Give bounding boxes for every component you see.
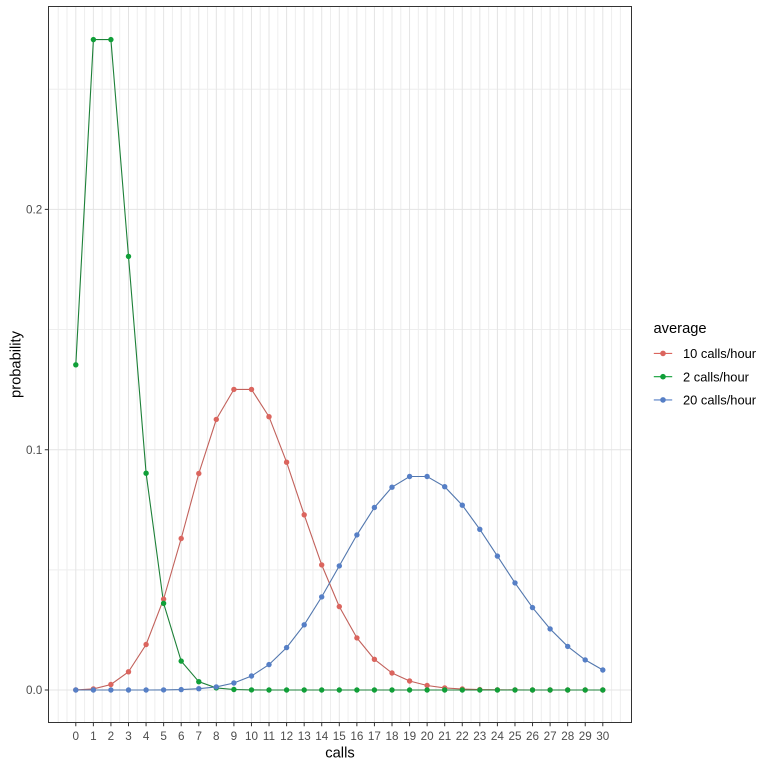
- svg-text:30: 30: [596, 730, 610, 743]
- svg-text:0.0: 0.0: [26, 684, 43, 697]
- svg-text:0: 0: [73, 730, 80, 743]
- svg-text:9: 9: [231, 730, 238, 743]
- svg-text:calls: calls: [325, 746, 354, 762]
- svg-text:18: 18: [385, 730, 398, 743]
- svg-text:2 calls/hour: 2 calls/hour: [683, 369, 750, 384]
- svg-text:5: 5: [160, 730, 167, 743]
- svg-text:21: 21: [438, 730, 451, 743]
- svg-text:probability: probability: [9, 330, 25, 398]
- svg-text:24: 24: [491, 730, 505, 743]
- svg-text:2: 2: [108, 730, 115, 743]
- svg-text:13: 13: [298, 730, 311, 743]
- svg-text:8: 8: [213, 730, 220, 743]
- svg-text:average: average: [654, 321, 707, 337]
- svg-text:10 calls/hour: 10 calls/hour: [683, 346, 757, 361]
- svg-text:22: 22: [456, 730, 469, 743]
- svg-text:11: 11: [263, 730, 275, 743]
- svg-text:20 calls/hour: 20 calls/hour: [683, 393, 757, 408]
- svg-text:29: 29: [579, 730, 592, 743]
- svg-text:23: 23: [473, 730, 486, 743]
- svg-text:6: 6: [178, 730, 185, 743]
- svg-text:19: 19: [403, 730, 416, 743]
- svg-text:28: 28: [561, 730, 574, 743]
- svg-text:25: 25: [508, 730, 522, 743]
- svg-text:27: 27: [544, 730, 557, 743]
- svg-text:26: 26: [526, 730, 539, 743]
- svg-text:1: 1: [90, 730, 97, 743]
- svg-text:0.1: 0.1: [26, 444, 42, 457]
- svg-text:7: 7: [196, 730, 203, 743]
- svg-text:17: 17: [368, 730, 381, 743]
- svg-text:15: 15: [333, 730, 347, 743]
- svg-text:12: 12: [280, 730, 293, 743]
- svg-text:16: 16: [350, 730, 363, 743]
- svg-text:0.2: 0.2: [26, 204, 42, 217]
- svg-text:20: 20: [421, 730, 435, 743]
- svg-text:4: 4: [143, 730, 150, 743]
- svg-text:14: 14: [315, 730, 329, 743]
- svg-text:10: 10: [245, 730, 259, 743]
- svg-text:3: 3: [125, 730, 132, 743]
